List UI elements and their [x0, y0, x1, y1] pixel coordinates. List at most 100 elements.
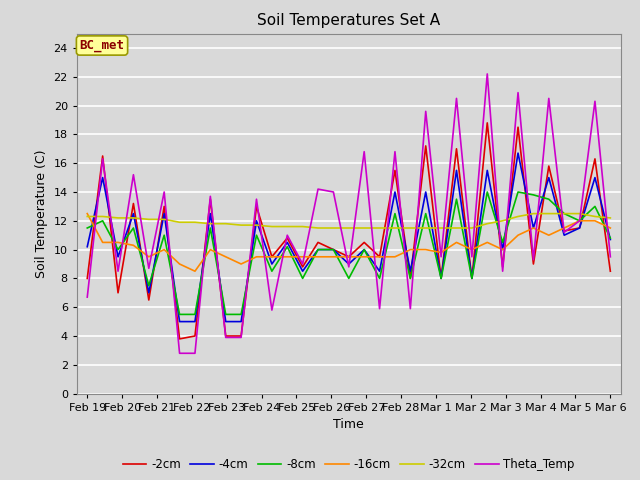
-32cm: [176, 219, 184, 225]
-2cm: [129, 201, 137, 206]
Text: BC_met: BC_met: [79, 39, 125, 52]
Theta_Temp: [561, 229, 568, 235]
-32cm: [345, 225, 353, 231]
-32cm: [83, 214, 91, 219]
-4cm: [514, 150, 522, 156]
-32cm: [452, 225, 460, 231]
-4cm: [437, 276, 445, 281]
-8cm: [268, 268, 276, 274]
-4cm: [607, 237, 614, 242]
-32cm: [591, 214, 599, 219]
-16cm: [314, 254, 322, 260]
Line: -16cm: -16cm: [87, 214, 611, 271]
-2cm: [284, 235, 291, 241]
-2cm: [437, 276, 445, 281]
-4cm: [391, 189, 399, 195]
-32cm: [529, 211, 537, 216]
-32cm: [237, 222, 245, 228]
-8cm: [237, 312, 245, 317]
-16cm: [391, 254, 399, 260]
-2cm: [483, 120, 491, 126]
-32cm: [376, 225, 383, 231]
Theta_Temp: [545, 96, 552, 101]
-4cm: [468, 276, 476, 281]
-8cm: [391, 211, 399, 216]
-2cm: [253, 204, 260, 209]
-4cm: [576, 225, 584, 231]
Theta_Temp: [437, 254, 445, 260]
-32cm: [299, 224, 307, 229]
-32cm: [576, 211, 584, 216]
-32cm: [499, 218, 506, 224]
-2cm: [514, 124, 522, 130]
-2cm: [545, 163, 552, 169]
Theta_Temp: [452, 96, 460, 101]
-32cm: [99, 214, 106, 219]
-8cm: [561, 211, 568, 216]
-8cm: [499, 240, 506, 245]
-32cm: [468, 225, 476, 231]
Theta_Temp: [483, 71, 491, 77]
Theta_Temp: [161, 189, 168, 195]
-16cm: [129, 242, 137, 248]
-16cm: [499, 247, 506, 252]
-16cm: [607, 225, 614, 231]
Theta_Temp: [376, 306, 383, 312]
-16cm: [299, 254, 307, 260]
-2cm: [222, 333, 230, 339]
-16cm: [191, 268, 199, 274]
-4cm: [161, 211, 168, 216]
-2cm: [330, 247, 337, 252]
-8cm: [222, 312, 230, 317]
-4cm: [191, 319, 199, 324]
-16cm: [284, 254, 291, 260]
-8cm: [607, 235, 614, 241]
-32cm: [284, 224, 291, 229]
-2cm: [591, 156, 599, 162]
Theta_Temp: [406, 306, 414, 312]
-2cm: [161, 204, 168, 209]
-4cm: [376, 268, 383, 274]
-8cm: [483, 189, 491, 195]
-16cm: [437, 250, 445, 255]
-4cm: [545, 175, 552, 180]
-16cm: [468, 247, 476, 252]
-4cm: [176, 319, 184, 324]
-16cm: [253, 254, 260, 260]
-16cm: [591, 218, 599, 224]
-2cm: [576, 225, 584, 231]
-32cm: [222, 221, 230, 227]
-16cm: [360, 254, 368, 260]
-32cm: [545, 211, 552, 216]
-16cm: [237, 261, 245, 267]
-2cm: [99, 153, 106, 159]
Theta_Temp: [360, 149, 368, 155]
-4cm: [406, 268, 414, 274]
-4cm: [207, 211, 214, 216]
-8cm: [284, 244, 291, 250]
-32cm: [207, 221, 214, 227]
-8cm: [591, 204, 599, 209]
-8cm: [422, 211, 429, 216]
-8cm: [406, 276, 414, 281]
Theta_Temp: [391, 149, 399, 155]
-8cm: [468, 276, 476, 281]
-2cm: [406, 276, 414, 281]
-32cm: [161, 216, 168, 222]
-16cm: [483, 240, 491, 245]
-2cm: [145, 297, 153, 303]
Line: -2cm: -2cm: [87, 123, 611, 339]
-8cm: [145, 283, 153, 288]
-16cm: [529, 225, 537, 231]
Theta_Temp: [176, 350, 184, 356]
-8cm: [452, 196, 460, 202]
Theta_Temp: [499, 268, 506, 274]
Theta_Temp: [284, 232, 291, 238]
-2cm: [607, 268, 614, 274]
-8cm: [161, 232, 168, 238]
Theta_Temp: [529, 257, 537, 263]
-32cm: [406, 225, 414, 231]
-4cm: [452, 168, 460, 173]
-16cm: [576, 218, 584, 224]
-16cm: [406, 247, 414, 252]
